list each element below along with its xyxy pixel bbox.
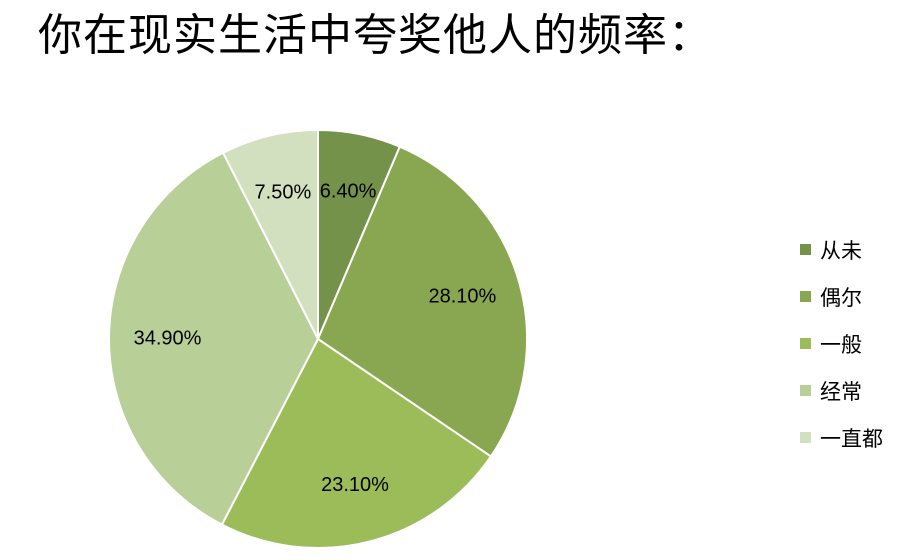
legend-item-1: 从未 [800, 226, 883, 273]
pie-slice-3 [220, 338, 492, 549]
data-label-2: 28.10% [428, 286, 496, 308]
pie-slices [108, 129, 528, 549]
legend-swatch [800, 338, 811, 349]
legend-label: 一般 [820, 332, 862, 357]
data-label-5: 7.50% [255, 182, 312, 204]
pie-slice-4 [108, 151, 319, 526]
chart-legend: 从未偶尔一般经常一直都 [800, 226, 883, 461]
chart-title: 你在现实生活中夸奖他人的频率： [38, 10, 713, 61]
legend-item-5: 一直都 [800, 414, 883, 461]
legend-item-3: 一般 [800, 320, 883, 367]
legend-item-2: 偶尔 [800, 273, 883, 320]
legend-swatch [800, 432, 811, 443]
data-label-1: 6.40% [320, 181, 377, 203]
pie-data-labels: 6.40% 28.10% 23.10% 34.90% 7.50% [134, 181, 497, 496]
legend-item-4: 经常 [800, 367, 883, 414]
data-label-4: 34.90% [134, 328, 202, 350]
legend-swatch [800, 385, 811, 396]
legend-swatch [800, 244, 811, 255]
data-label-3: 23.10% [321, 474, 389, 496]
legend-label: 偶尔 [820, 285, 862, 310]
pie-slice-2 [317, 145, 528, 458]
legend-label: 一直都 [820, 426, 883, 451]
legend-label: 经常 [820, 379, 862, 404]
pie-slice-5 [222, 129, 319, 340]
legend-label: 从未 [820, 238, 862, 263]
legend-swatch [800, 291, 811, 302]
